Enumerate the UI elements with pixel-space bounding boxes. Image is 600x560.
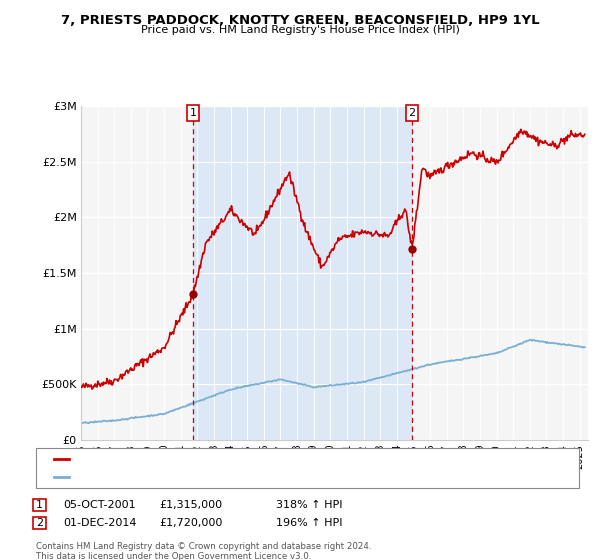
Text: 1: 1	[190, 108, 197, 118]
Text: Price paid vs. HM Land Registry's House Price Index (HPI): Price paid vs. HM Land Registry's House …	[140, 25, 460, 35]
Text: £1,315,000: £1,315,000	[159, 500, 222, 510]
Text: 2: 2	[36, 518, 43, 528]
Text: HPI: Average price, detached house, Buckinghamshire: HPI: Average price, detached house, Buck…	[73, 472, 344, 482]
Text: 2: 2	[409, 108, 416, 118]
Text: 1: 1	[36, 500, 43, 510]
Text: 05-OCT-2001: 05-OCT-2001	[63, 500, 136, 510]
Text: 01-DEC-2014: 01-DEC-2014	[63, 518, 137, 528]
Text: Contains HM Land Registry data © Crown copyright and database right 2024.
This d: Contains HM Land Registry data © Crown c…	[36, 542, 371, 560]
Text: £1,720,000: £1,720,000	[159, 518, 223, 528]
Bar	[193, 106, 412, 440]
Text: 7, PRIESTS PADDOCK, KNOTTY GREEN, BEACONSFIELD, HP9 1YL (detached house): 7, PRIESTS PADDOCK, KNOTTY GREEN, BEACON…	[73, 454, 482, 464]
Text: 196% ↑ HPI: 196% ↑ HPI	[276, 518, 343, 528]
Text: 318% ↑ HPI: 318% ↑ HPI	[276, 500, 343, 510]
Text: 7, PRIESTS PADDOCK, KNOTTY GREEN, BEACONSFIELD, HP9 1YL: 7, PRIESTS PADDOCK, KNOTTY GREEN, BEACON…	[61, 14, 539, 27]
